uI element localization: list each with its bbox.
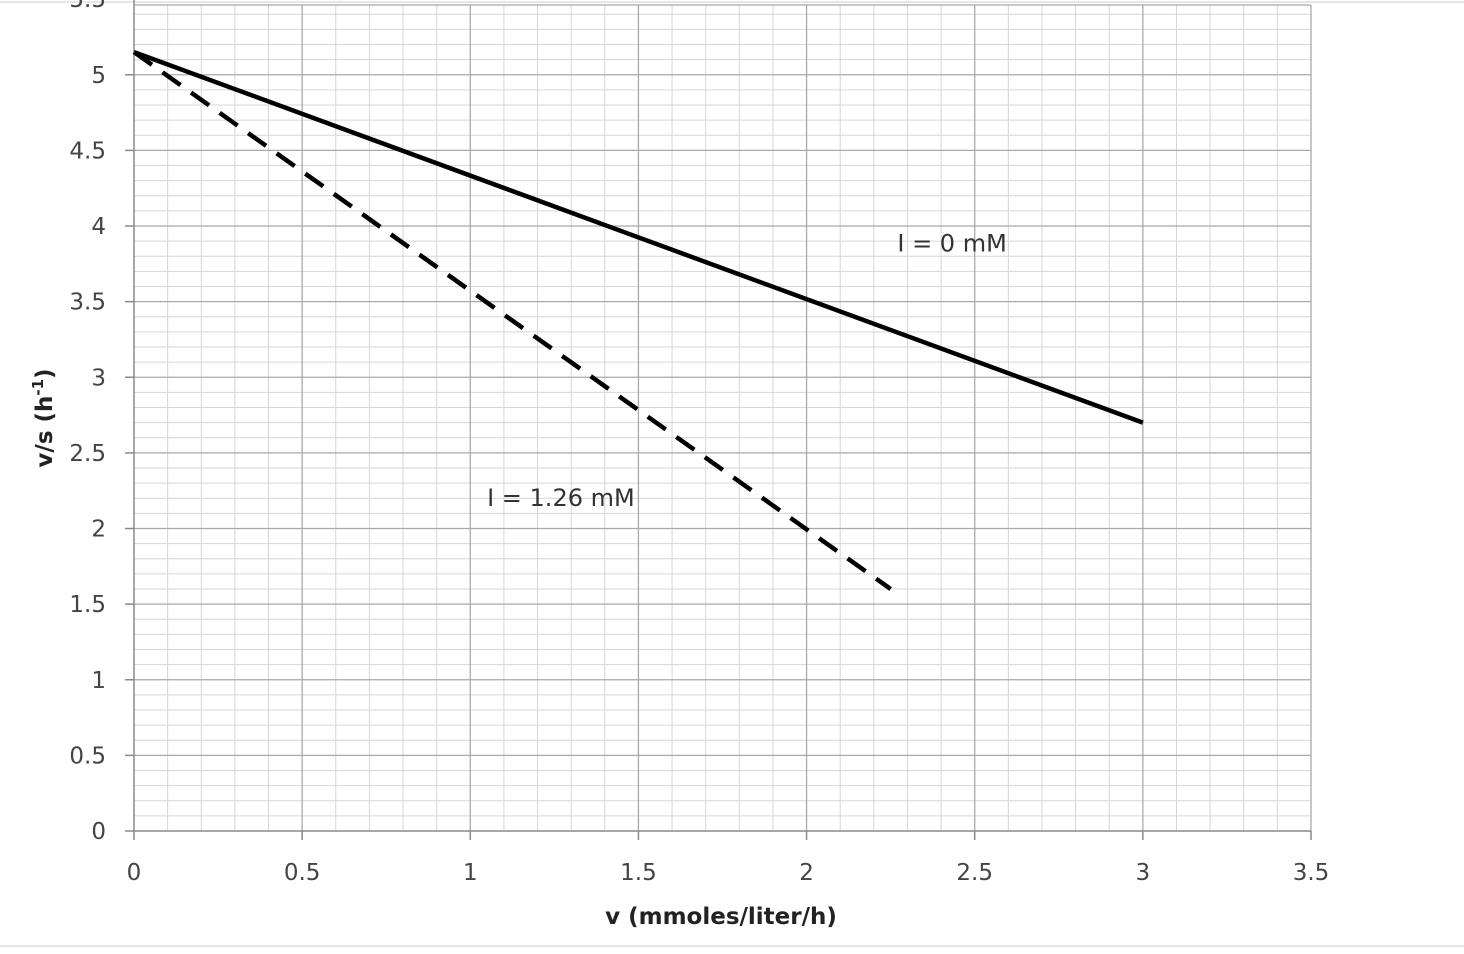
y-axis-title-sup: -1 — [29, 379, 47, 396]
major-grid — [134, 4, 1312, 831]
y-tick-label: 0.5 — [69, 743, 106, 769]
x-tick-label: 2.5 — [956, 860, 993, 886]
y-tick-label: 5.5 — [69, 0, 106, 13]
x-tick-label: 3 — [1136, 860, 1151, 886]
x-tick-label: 0 — [127, 860, 142, 886]
y-axis-title-close: ) — [32, 368, 58, 379]
series-line-dashed — [132, 50, 892, 591]
series-line-solid — [133, 49, 1144, 425]
x-axis-title: v (mmoles/liter/h) — [605, 904, 837, 930]
y-tick-label: 5 — [91, 63, 106, 89]
y-tick-label: 2.5 — [69, 441, 106, 467]
y-tick-labels: 0 0.5 1 1.5 2 2.5 3 3.5 4 4.5 5 5.5 — [69, 0, 106, 845]
x-tick-label: 1.5 — [620, 860, 657, 886]
axes — [125, 0, 1312, 840]
y-tick-label: 3.5 — [69, 290, 106, 316]
y-tick-label: 3 — [91, 365, 106, 391]
y-tick-label: 1.5 — [69, 592, 106, 618]
minor-grid — [134, 5, 1311, 831]
annotations: I = 0 mM I = 1.26 mM — [487, 230, 1007, 512]
x-tick-label: 1 — [463, 860, 478, 886]
x-tick-label: 0.5 — [284, 860, 321, 886]
series-layer — [132, 49, 1144, 591]
x-tick-labels: 0 0.5 1 1.5 2 2.5 3 3.5 — [127, 860, 1330, 886]
y-axis-title-group: v/s (h-1) — [29, 368, 58, 467]
y-axis-title-main: v/s (h — [32, 396, 58, 468]
y-tick-label: 4.5 — [69, 138, 106, 164]
series-annotation: I = 1.26 mM — [487, 484, 635, 512]
x-tick-label: 2 — [799, 860, 814, 886]
y-tick-label: 1 — [91, 668, 106, 694]
y-tick-label: 4 — [91, 214, 106, 240]
y-axis-title: v/s (h-1) — [29, 368, 58, 467]
series-annotation: I = 0 mM — [897, 230, 1006, 258]
x-tick-label: 3.5 — [1293, 860, 1330, 886]
y-tick-label: 0 — [91, 819, 106, 845]
y-tick-label: 2 — [91, 517, 106, 543]
